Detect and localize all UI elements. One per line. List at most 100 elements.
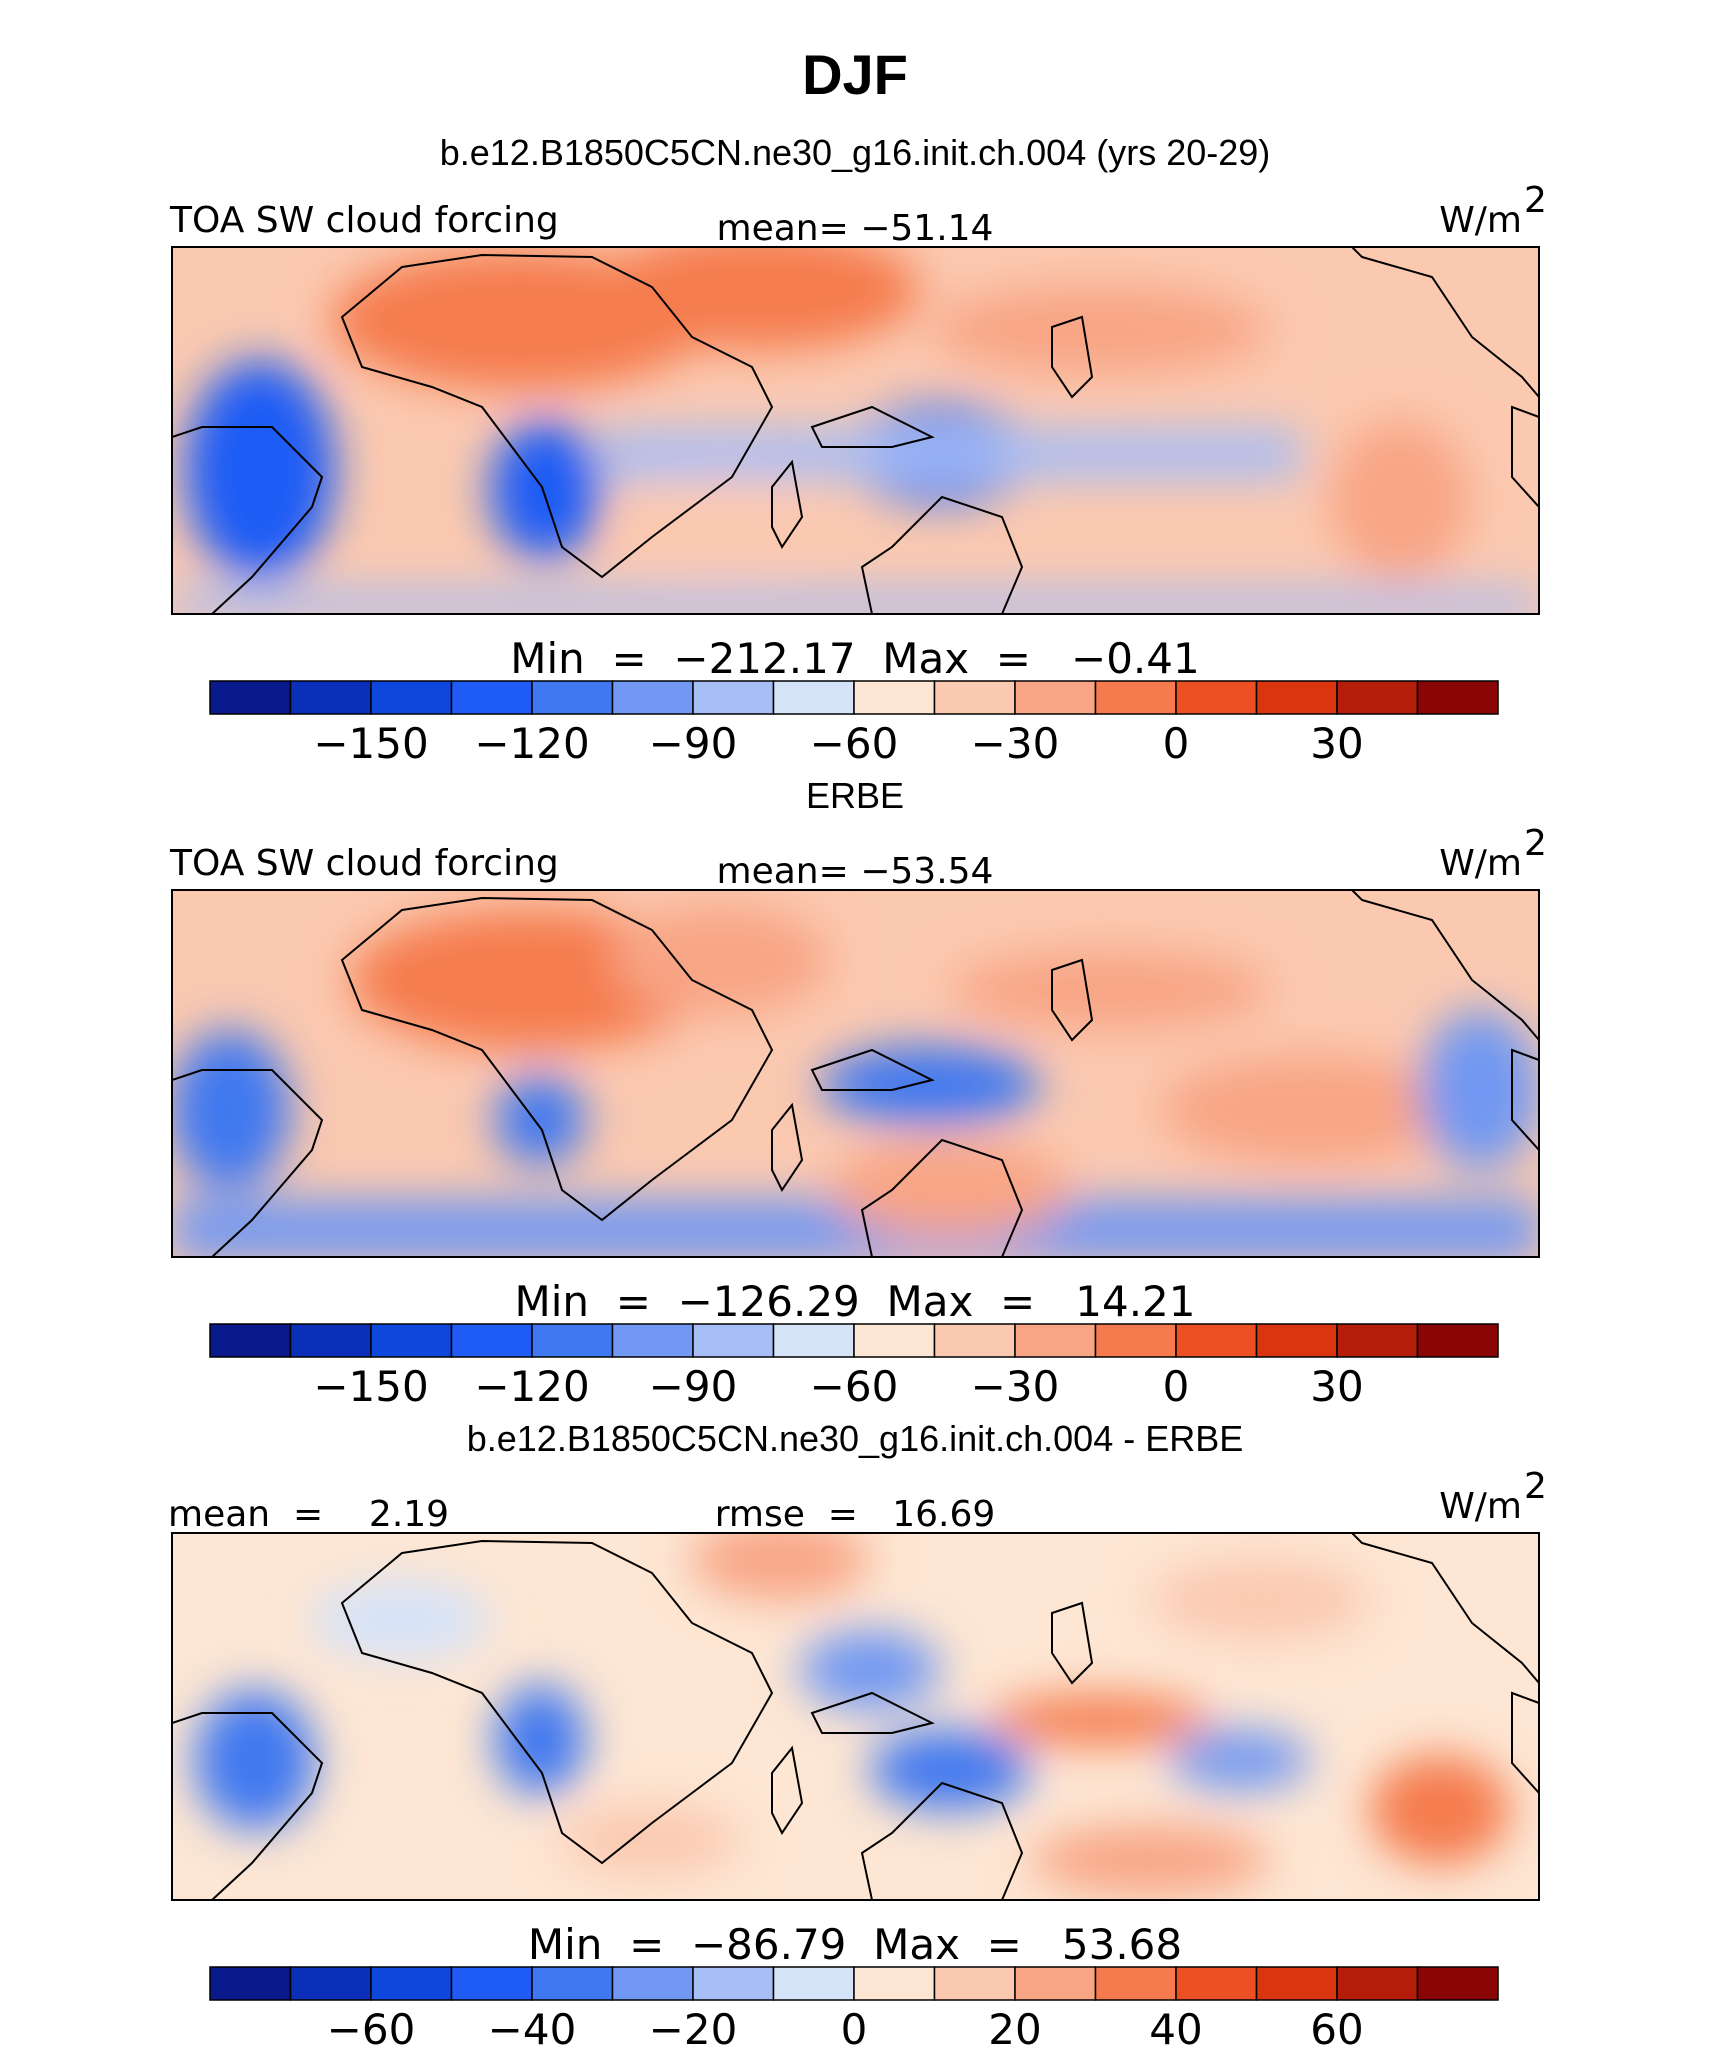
colorbar-box: [1416, 1323, 1499, 1358]
colorbar-tick-label: −60: [327, 2005, 416, 2054]
colorbar-box: [450, 1966, 533, 2001]
colorbar-box: [531, 1966, 614, 2001]
colorbar-tick-label: −60: [810, 1362, 899, 1411]
colorbar-box: [692, 680, 775, 715]
colorbar-box: [209, 680, 292, 715]
colorbar-tick-label: −60: [810, 719, 899, 768]
colorbar-tick-label: 40: [1149, 2005, 1202, 2054]
colorbar-tick-label: 30: [1310, 1362, 1363, 1411]
colorbar-box: [370, 1966, 453, 2001]
colorbar: −60 −40 −20 0 20 40 60: [209, 1966, 1499, 2054]
colorbar-tick-label: 30: [1310, 719, 1363, 768]
panel-minmax: Min = −212.17 Max = −0.41: [510, 634, 1199, 683]
map-frame: [171, 246, 1540, 615]
map-field: [172, 1533, 1539, 1900]
colorbar-box: [1255, 680, 1338, 715]
panel-units: W/m: [1439, 1486, 1522, 1527]
colorbar-box: [1336, 680, 1419, 715]
colorbar-box: [209, 1323, 292, 1358]
map-field: [172, 890, 1539, 1257]
panel-mean-label: mean= −53.54: [717, 851, 994, 892]
colorbar-box: [450, 1323, 533, 1358]
panel-left-label: TOA SW cloud forcing: [169, 200, 559, 241]
panel-header: b.e12.B1850C5CN.ne30_g16.init.ch.004 (yr…: [440, 132, 1271, 173]
panel-model: b.e12.B1850C5CN.ne30_g16.init.ch.004 (yr…: [169, 132, 1547, 768]
colorbar-tick-label: −30: [971, 719, 1060, 768]
colorbar: −150 −120 −90 −60 −30 0 30: [209, 1323, 1499, 1411]
colorbar-box: [531, 1323, 614, 1358]
map-field: [172, 247, 1539, 614]
colorbar-box: [370, 680, 453, 715]
panel-minmax: Min = −126.29 Max = 14.21: [515, 1277, 1196, 1326]
colorbar-box: [209, 1966, 292, 2001]
panel-mean-label: mean= −51.14: [717, 208, 994, 249]
colorbar-tick-label: 0: [1163, 1362, 1190, 1411]
map-frame: [171, 889, 1540, 1258]
colorbar-tick-label: −150: [313, 719, 428, 768]
colorbar-box: [1014, 680, 1097, 715]
colorbar-box: [853, 1966, 936, 2001]
colorbar-box: [1014, 1966, 1097, 2001]
colorbar-box: [289, 680, 372, 715]
panel-minmax: Min = −86.79 Max = 53.68: [528, 1920, 1182, 1969]
colorbar-box: [1094, 680, 1177, 715]
colorbar-tick-label: −120: [474, 1362, 589, 1411]
colorbar-box: [1014, 1323, 1097, 1358]
colorbar-tick-label: 20: [988, 2005, 1041, 2054]
colorbar-box: [933, 680, 1016, 715]
colorbar-box: [772, 1323, 855, 1358]
colorbar-box: [1336, 1323, 1419, 1358]
colorbar-box: [933, 1966, 1016, 2001]
panel-header: b.e12.B1850C5CN.ne30_g16.init.ch.004 - E…: [467, 1418, 1244, 1459]
colorbar-box: [853, 680, 936, 715]
colorbar-box: [1175, 1323, 1258, 1358]
colorbar-box: [289, 1323, 372, 1358]
colorbar-tick-label: 60: [1310, 2005, 1363, 2054]
panel-units: W/m: [1439, 200, 1522, 241]
colorbar-box: [1094, 1323, 1177, 1358]
colorbar-box: [1336, 1966, 1419, 2001]
colorbar-tick-label: −120: [474, 719, 589, 768]
colorbar-tick-label: 0: [841, 2005, 868, 2054]
colorbar-box: [853, 1323, 936, 1358]
map-frame: [171, 1532, 1540, 1901]
colorbar-box: [611, 680, 694, 715]
colorbar-box: [289, 1966, 372, 2001]
colorbar-box: [692, 1323, 775, 1358]
panel-obs: ERBE TOA SW cloud forcing mean= −53.54 W…: [169, 775, 1547, 1411]
colorbar-box: [772, 1966, 855, 2001]
colorbar-tick-label: −150: [313, 1362, 428, 1411]
panel-header: ERBE: [806, 775, 904, 816]
colorbar-box: [1175, 680, 1258, 715]
panel-mean-label: mean = 2.19: [168, 1494, 449, 1535]
colorbar-tick-label: −90: [649, 719, 738, 768]
colorbar-box: [611, 1966, 694, 2001]
colorbar-box: [1094, 1966, 1177, 2001]
colorbar-box: [1416, 1966, 1499, 2001]
colorbar-box: [611, 1323, 694, 1358]
panel-units-exponent: 2: [1524, 1466, 1547, 1507]
figure-title: DJF: [802, 43, 908, 106]
panel-left-label: TOA SW cloud forcing: [169, 843, 559, 884]
colorbar-tick-label: −90: [649, 1362, 738, 1411]
colorbar-box: [1255, 1323, 1338, 1358]
panel-rmse-label: rmse = 16.69: [715, 1494, 996, 1535]
colorbar-box: [450, 680, 533, 715]
colorbar-tick-label: 0: [1163, 719, 1190, 768]
panel-units-exponent: 2: [1524, 823, 1547, 864]
colorbar-box: [1416, 680, 1499, 715]
colorbar-tick-label: −40: [488, 2005, 577, 2054]
panel-diff: b.e12.B1850C5CN.ne30_g16.init.ch.004 - E…: [168, 1418, 1547, 2054]
colorbar-tick-label: −20: [649, 2005, 738, 2054]
colorbar-box: [1255, 1966, 1338, 2001]
colorbar-box: [692, 1966, 775, 2001]
panel-units: W/m: [1439, 843, 1522, 884]
panel-units-exponent: 2: [1524, 180, 1547, 221]
colorbar: −150 −120 −90 −60 −30 0 30: [209, 680, 1499, 768]
colorbar-box: [1175, 1966, 1258, 2001]
colorbar-tick-label: −30: [971, 1362, 1060, 1411]
colorbar-box: [772, 680, 855, 715]
colorbar-box: [933, 1323, 1016, 1358]
colorbar-box: [531, 680, 614, 715]
